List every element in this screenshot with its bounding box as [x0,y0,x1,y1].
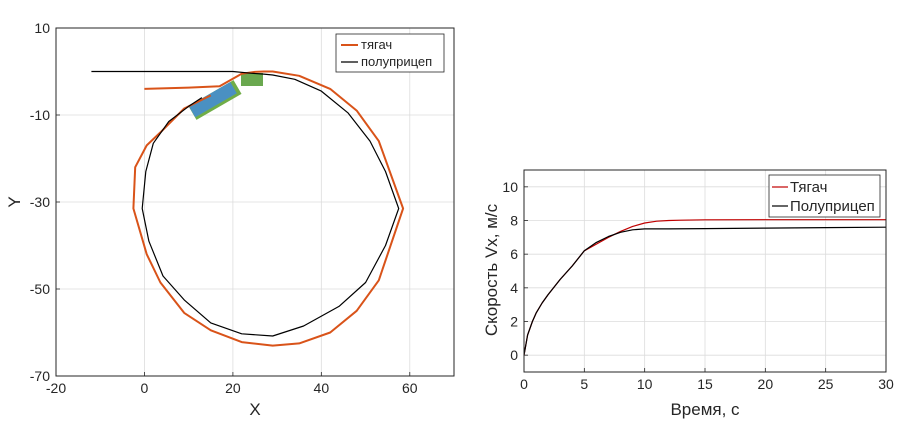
tractor-block [241,73,263,86]
axes-box [55,27,455,377]
x-tick-label: 25 [818,376,834,392]
x-axis-label: X [249,400,260,419]
x-tick-label: 20 [225,380,241,396]
legend-label-tractor: тягач [361,37,392,52]
series-lines [523,219,887,356]
series-line-trailer [523,226,887,356]
y-tick-label: -30 [30,194,50,210]
series-line-trailer [91,70,400,337]
y-tick-label: 10 [502,179,518,195]
y-tick-label: 10 [34,20,50,36]
x-tick-label: 0 [141,380,149,396]
y-axis-label: Скорость Vx, м/с [482,203,501,336]
legend: тягач полуприцеп [335,33,445,73]
y-tick-label: 2 [510,314,518,330]
x-tick-label: -20 [46,380,66,396]
y-tick-label: 8 [510,213,518,229]
x-tick-label: 40 [314,380,330,396]
y-tick-label: -10 [30,107,50,123]
series-line-tractor [132,70,405,347]
trajectory-chart: -20 0 20 40 60 10 -10 -30 -50 -70 X Y тягач полу… [5,20,455,419]
vehicle-illustration [188,73,263,120]
x-tick-label: 20 [758,376,774,392]
legend-label-trailer: полуприцеп [361,54,432,69]
x-tick-labels: 0 5 10 15 20 25 30 [520,376,894,392]
legend: Тягач Полуприцеп [768,174,881,218]
y-tick-label: 4 [510,280,518,296]
series-lines [91,70,405,347]
y-tick-label: -70 [30,368,50,384]
x-tick-labels: -20 0 20 40 60 [46,380,418,396]
legend-label-tractor: Тягач [790,179,827,196]
legend-label-trailer: Полуприцеп [790,198,875,215]
x-tick-label: 0 [520,376,528,392]
axes-box [523,169,887,373]
y-tick-labels: 0 2 4 6 8 10 [502,179,518,363]
y-axis-label: Y [5,196,24,207]
legend-box [335,33,445,73]
x-tick-label: 5 [580,376,588,392]
y-tick-label: -50 [30,281,50,297]
y-tick-label: 6 [510,246,518,262]
y-tick-labels: 10 -10 -30 -50 -70 [30,20,50,384]
trailer-body-block [188,81,237,118]
x-tick-label: 10 [637,376,653,392]
legend-box [768,174,881,218]
x-axis-label: Время, с [670,400,740,419]
x-tick-label: 30 [878,376,894,392]
x-tick-label: 15 [697,376,713,392]
x-tick-label: 60 [402,380,418,396]
speed-chart: 0 5 10 15 20 25 30 0 2 4 6 8 10 Время, с Скорость V… [482,169,894,419]
y-tick-label: 0 [510,347,518,363]
